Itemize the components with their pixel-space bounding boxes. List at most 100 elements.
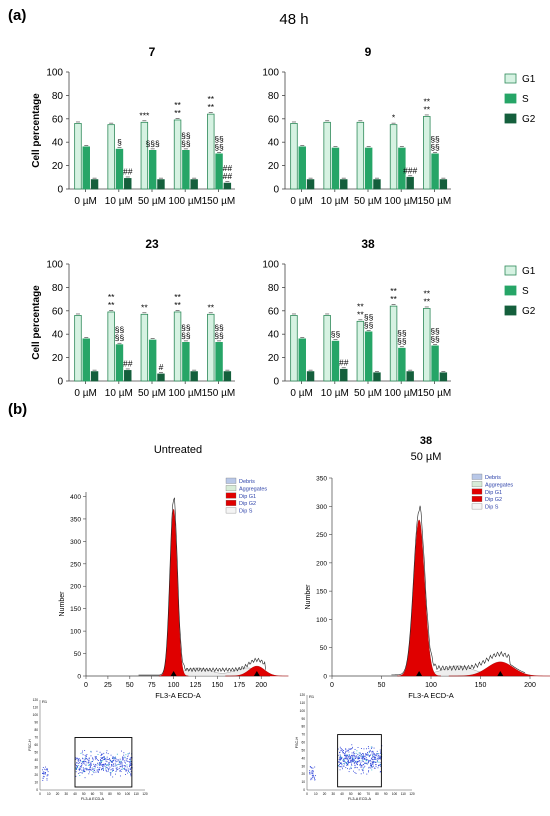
dot-point [87, 760, 89, 762]
dot-point [108, 762, 110, 764]
legend: G1 S G2 [504, 265, 536, 317]
dot-point [350, 756, 352, 758]
dot-point [365, 757, 367, 759]
dot-point [129, 761, 131, 763]
dot-point [377, 757, 379, 759]
dot-point [368, 751, 370, 752]
dot-y-tick-label: 0 [303, 788, 305, 792]
dot-point [105, 760, 107, 762]
panel-a-label: (a) [8, 7, 26, 24]
dot-point [356, 763, 358, 765]
dot-point [358, 757, 360, 759]
dot-point [341, 749, 343, 751]
y-tick-label: 40 [268, 138, 280, 149]
dot-point [340, 763, 342, 765]
dot-point [363, 755, 365, 757]
dot-point [130, 772, 132, 774]
dot-point [377, 754, 379, 756]
dot-point [99, 760, 101, 762]
dot-point [80, 765, 82, 766]
dot-point [362, 770, 364, 772]
dot-point [91, 774, 93, 776]
bar-g1 [207, 113, 215, 190]
dot-point [340, 762, 342, 764]
dot-point [86, 768, 88, 770]
dot-point [356, 762, 358, 764]
dot-point [105, 770, 107, 772]
x-axis-label: FL3-A ECD-A [408, 691, 453, 700]
dot-point [377, 757, 379, 759]
dot-point [130, 766, 132, 768]
dot-point [85, 767, 87, 769]
dot-point [42, 769, 43, 771]
bar-g2 [340, 368, 348, 382]
x-tick-label: 50 [378, 682, 386, 689]
dot-point [373, 747, 375, 749]
dot-point [99, 767, 101, 768]
x-tick-label: 75 [148, 682, 156, 689]
dot-point [350, 761, 352, 763]
dot-point [365, 760, 367, 762]
bar-g1 [140, 121, 149, 190]
significance-mark: ** [174, 100, 181, 110]
dot-point [102, 753, 104, 755]
dot-point [374, 753, 376, 755]
x-tick-label: 0 µM [290, 388, 312, 399]
legend-swatch [471, 488, 483, 495]
dot-point [113, 758, 115, 760]
dot-point [380, 765, 381, 767]
significance-mark: ** [207, 102, 214, 112]
dot-point [344, 760, 345, 762]
dot-point [120, 768, 122, 770]
dot-point [372, 755, 374, 757]
dot-point [311, 778, 313, 780]
dot-point [342, 763, 344, 765]
dot-point [347, 768, 348, 770]
y-tick-label: 60 [52, 114, 64, 125]
dot-point [116, 760, 118, 762]
dot-point [43, 773, 45, 775]
dot-x-tick-label: 120 [142, 792, 148, 796]
peak-marker [170, 671, 177, 676]
dot-point [85, 764, 87, 766]
bar-g1 [356, 320, 365, 382]
dot-point [100, 761, 102, 763]
dot-y-tick-label: 70 [301, 733, 305, 737]
bar-s [115, 148, 124, 190]
dot-point [76, 768, 77, 770]
y-tick-label: 80 [268, 91, 280, 102]
dot-point [99, 751, 101, 753]
dot-point [81, 772, 83, 774]
dot-y-tick-label: 70 [34, 736, 38, 740]
legend-label: G1 [522, 74, 536, 85]
dot-point [361, 765, 363, 767]
dot-point [344, 757, 346, 759]
dot-point [372, 760, 374, 762]
dot-point [376, 750, 378, 752]
dot-point [309, 770, 311, 772]
dot-point [79, 775, 81, 776]
dot-point [362, 759, 364, 761]
x-tick-label: 10 µM [105, 388, 133, 399]
dot-point [346, 754, 347, 756]
dot-point [355, 752, 357, 754]
significance-mark: ## [123, 358, 133, 368]
dot-point [352, 757, 354, 759]
dot-y-tick-label: 0 [36, 788, 38, 792]
dot-point [123, 754, 125, 756]
dot-x-tick-label: 50 [82, 792, 86, 796]
dot-point [98, 771, 99, 773]
dot-point [77, 759, 79, 761]
bar-g1 [323, 315, 331, 382]
dot-point [125, 773, 126, 775]
dot-point [371, 761, 373, 763]
dot-point [363, 748, 365, 750]
dot-point [345, 755, 347, 757]
bar-g2 [439, 372, 448, 382]
dot-x-tick-label: 20 [323, 792, 327, 796]
dot-point [376, 754, 378, 756]
dot-point [83, 769, 85, 771]
dot-point [99, 765, 101, 766]
dot-y-tick-label: 10 [34, 781, 38, 785]
